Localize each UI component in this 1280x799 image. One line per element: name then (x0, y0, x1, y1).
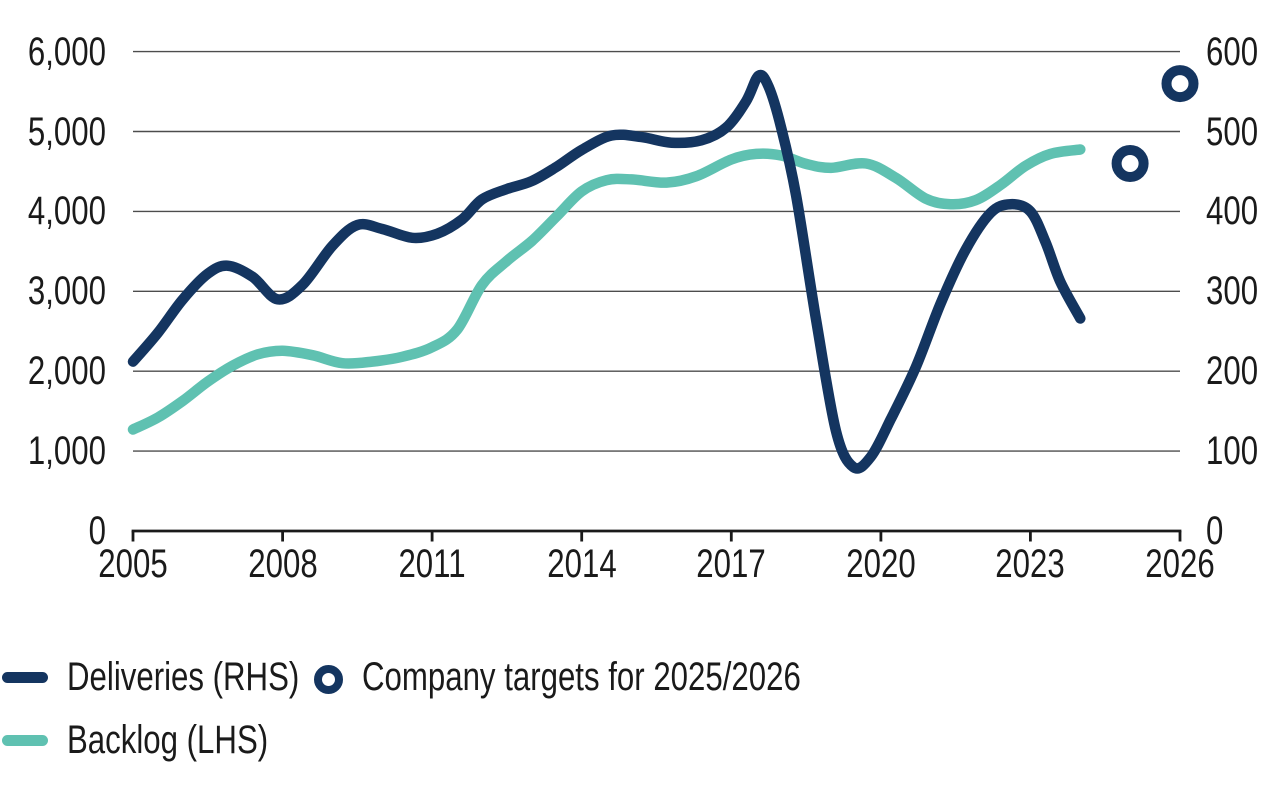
deliveries-line (127, 69, 1086, 474)
y-axis-left-label: 0 (88, 509, 106, 553)
y-axis-left-label: 4,000 (27, 189, 106, 233)
backlog-line (127, 144, 1086, 435)
y-axis-left-label: 2,000 (27, 349, 106, 393)
y-axis-right-label: 200 (1206, 349, 1259, 393)
y-axis-right-label: 100 (1206, 429, 1259, 473)
x-axis-label: 2011 (398, 542, 466, 586)
legend-line-swatch-deliveries (2, 672, 48, 683)
x-axis-label: 2014 (547, 542, 617, 586)
x-axis-label: 2017 (696, 542, 766, 586)
y-axis-left-label: 1,000 (27, 429, 106, 473)
legend-label-deliveries: Deliveries (RHS) (67, 655, 300, 699)
y-axis-left-label: 3,000 (27, 269, 106, 313)
y-axis-right-label: 400 (1206, 189, 1259, 233)
target-marker-2026 (1161, 65, 1199, 103)
y-axis-right-label: 500 (1206, 110, 1259, 154)
legend-label-backlog: Backlog (LHS) (67, 718, 269, 762)
legend-ring-marker-targets (314, 665, 343, 694)
legend-label-targets: Company targets for 2025/2026 (362, 655, 801, 699)
y-axis-right-label: 300 (1206, 269, 1259, 313)
y-axis-right-label: 600 (1206, 30, 1259, 74)
x-axis-label: 2008 (248, 542, 318, 586)
legend-line-swatch-backlog (2, 735, 48, 746)
x-axis-label: 2023 (995, 542, 1065, 586)
y-axis-right-label: 0 (1206, 509, 1224, 553)
y-axis-left-label: 6,000 (27, 30, 106, 74)
y-axis-left-label: 5,000 (27, 110, 106, 154)
x-axis-label: 2005 (98, 542, 168, 586)
x-axis-label: 2026 (1145, 542, 1215, 586)
x-axis-label: 2020 (846, 542, 916, 586)
target-marker-2025 (1111, 145, 1149, 182)
